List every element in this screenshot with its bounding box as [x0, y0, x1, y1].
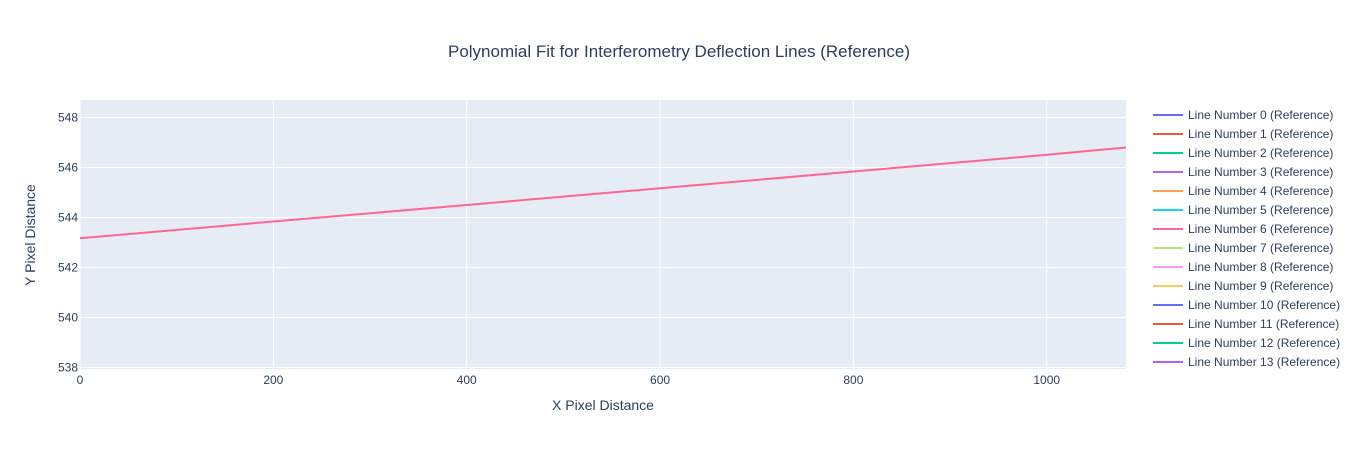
legend-label: Line Number 2 (Reference)	[1188, 146, 1333, 160]
series-lines	[79, 146, 1127, 240]
x-tick-label: 800	[843, 373, 863, 387]
legend-label: Line Number 0 (Reference)	[1188, 108, 1333, 122]
legend-item-9[interactable]: Line Number 9 (Reference)	[1153, 279, 1333, 293]
legend-label: Line Number 13 (Reference)	[1188, 355, 1340, 369]
y-tick-label: 544	[58, 211, 78, 225]
legend-item-0[interactable]: Line Number 0 (Reference)	[1153, 108, 1333, 122]
legend-label: Line Number 5 (Reference)	[1188, 203, 1333, 217]
y-tick-label: 546	[58, 161, 78, 175]
legend-item-5[interactable]: Line Number 5 (Reference)	[1153, 203, 1333, 217]
x-tick-label: 200	[263, 373, 283, 387]
chart-title: Polynomial Fit for Interferometry Deflec…	[448, 42, 910, 61]
legend-item-11[interactable]: Line Number 11 (Reference)	[1153, 317, 1339, 331]
legend-label: Line Number 4 (Reference)	[1188, 184, 1333, 198]
y-tick-label: 548	[58, 111, 78, 125]
legend-item-13[interactable]: Line Number 13 (Reference)	[1153, 355, 1340, 369]
x-axis-title: X Pixel Distance	[552, 397, 654, 413]
legend-item-8[interactable]: Line Number 8 (Reference)	[1153, 260, 1333, 274]
legend-label: Line Number 8 (Reference)	[1188, 260, 1333, 274]
y-tick-label: 538	[58, 361, 78, 375]
legend-item-7[interactable]: Line Number 7 (Reference)	[1153, 241, 1333, 255]
series-line-6	[79, 146, 1127, 240]
x-tick-label: 0	[77, 373, 84, 387]
legend: Line Number 0 (Reference) Line Number 1 (…	[1153, 108, 1340, 369]
legend-item-1[interactable]: Line Number 1 (Reference)	[1153, 127, 1333, 141]
legend-label: Line Number 7 (Reference)	[1188, 241, 1333, 255]
legend-label: Line Number 9 (Reference)	[1188, 279, 1333, 293]
legend-item-3[interactable]: Line Number 3 (Reference)	[1153, 165, 1333, 179]
legend-label: Line Number 1 (Reference)	[1188, 127, 1333, 141]
legend-item-4[interactable]: Line Number 4 (Reference)	[1153, 184, 1333, 198]
legend-item-12[interactable]: Line Number 12 (Reference)	[1153, 336, 1340, 350]
legend-label: Line Number 6 (Reference)	[1188, 222, 1333, 236]
legend-item-10[interactable]: Line Number 10 (Reference)	[1153, 298, 1340, 312]
x-tick-labels: 0 200 400 600 800 1000	[77, 373, 1061, 387]
legend-item-6[interactable]: Line Number 6 (Reference)	[1153, 222, 1333, 236]
legend-label: Line Number 12 (Reference)	[1188, 336, 1340, 350]
y-tick-labels: 538 540 542 544 546 548	[58, 111, 78, 375]
legend-item-2[interactable]: Line Number 2 (Reference)	[1153, 146, 1333, 160]
x-tick-label: 400	[457, 373, 477, 387]
y-tick-label: 542	[58, 261, 78, 275]
x-tick-label: 600	[650, 373, 670, 387]
grid-lines	[79, 100, 1126, 371]
y-axis-title: Y Pixel Distance	[22, 184, 38, 286]
legend-label: Line Number 11 (Reference)	[1188, 317, 1339, 331]
plot-background	[80, 100, 1126, 370]
legend-label: Line Number 3 (Reference)	[1188, 165, 1333, 179]
y-tick-label: 540	[58, 311, 78, 325]
x-tick-label: 1000	[1033, 373, 1060, 387]
legend-label: Line Number 10 (Reference)	[1188, 298, 1340, 312]
